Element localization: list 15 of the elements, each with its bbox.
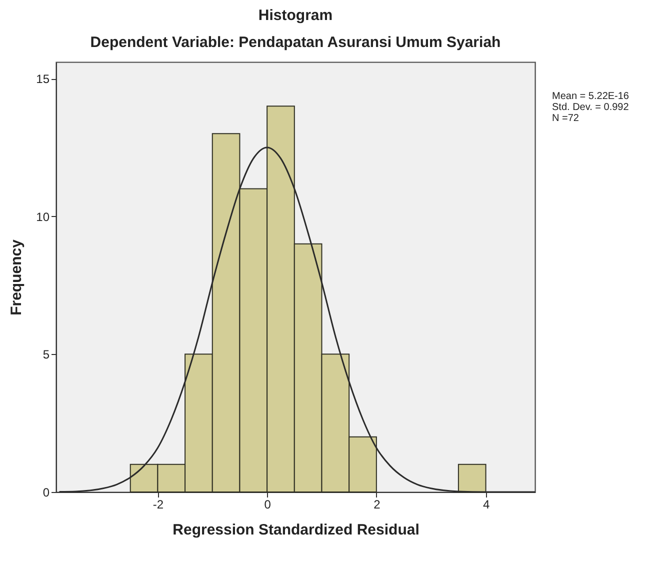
y-tick-label: 0 xyxy=(42,486,50,500)
y-tick-label: 15 xyxy=(36,72,50,86)
y-tick-label: 5 xyxy=(42,348,50,362)
x-tick-label: 0 xyxy=(264,498,272,512)
x-tick-label: 4 xyxy=(482,498,490,512)
x-tick-label: 2 xyxy=(374,498,381,512)
x-tick-label: -2 xyxy=(152,498,164,512)
x-axis-title: Regression Standardized Residual xyxy=(172,522,420,538)
text: N =72 xyxy=(552,113,580,124)
text: Mean = 5.22E-16 xyxy=(552,91,629,102)
chart-title: Histogram xyxy=(258,7,333,24)
y-axis-title: Frequency xyxy=(8,238,26,316)
chart-subtitle: Dependent Variable: Pendapatan Asuransi Umum Syariah xyxy=(90,34,501,51)
text: Std. Dev. = 0.992 xyxy=(552,102,629,113)
y-tick-label: 10 xyxy=(36,210,50,224)
